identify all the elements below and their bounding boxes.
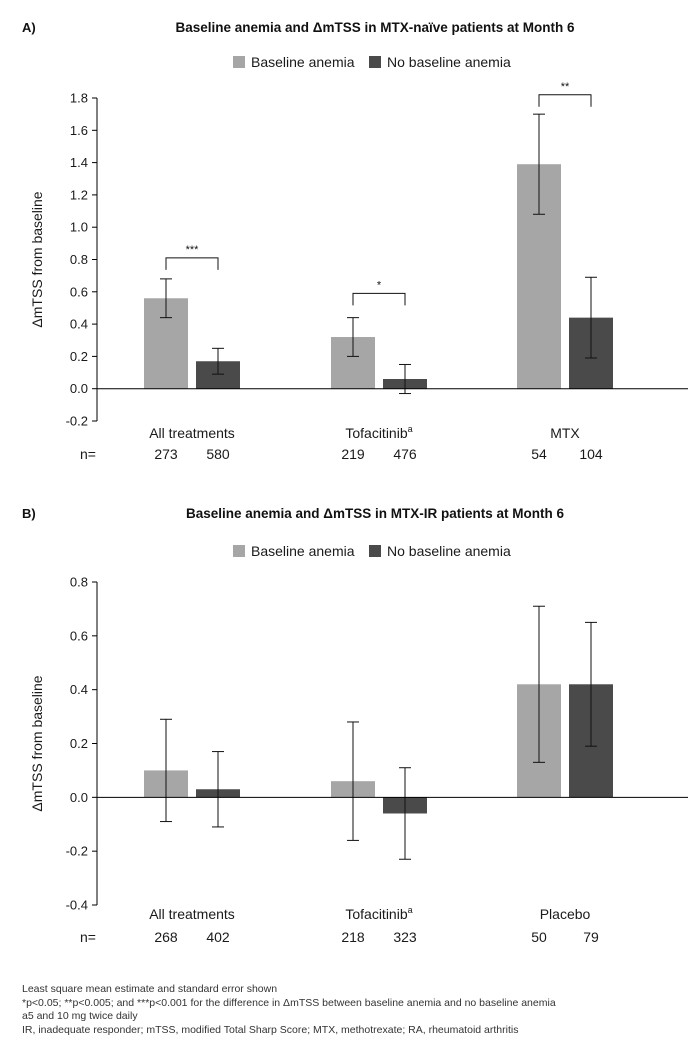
panel-a-y-axis-label: ΔmTSS from baseline <box>29 191 45 327</box>
footnote-abbreviations: IR, inadequate responder; mTSS, modified… <box>22 1023 519 1036</box>
panel-b-legend-label-1: No baseline anemia <box>387 543 511 559</box>
panel-b-legend-swatch-1 <box>369 545 381 557</box>
panel-a-significance-bracket <box>165 257 219 270</box>
panel-b-n-value: 218 <box>341 929 365 945</box>
panel-a-legend-swatch-0 <box>233 56 245 68</box>
panel-a-legend-swatch-1 <box>369 56 381 68</box>
footnote-estimate: Least square mean estimate and standard … <box>22 983 278 995</box>
panel-b-legend-label-0: Baseline anemia <box>251 543 355 559</box>
panel-a-legend-label-0: Baseline anemia <box>251 54 355 70</box>
panel-b-n-value: 268 <box>154 929 178 945</box>
panel-b-n-value: 402 <box>206 929 230 945</box>
footnote-significance: *p<0.05; **p<0.005; and ***p<0.001 for t… <box>22 996 556 1009</box>
panel-a-y-tick-label: 0.4 <box>70 317 88 332</box>
panel-b-y-tick-label: 0.8 <box>70 575 88 590</box>
panel-b-title: Baseline anemia and ΔmTSS in MTX-IR pati… <box>186 506 565 521</box>
panel-a-n-label: n= <box>80 446 96 462</box>
panel-b-y-tick-label: 0.0 <box>70 790 88 805</box>
footnotes: Least square mean estimate and standard … <box>22 983 692 1037</box>
panel-a-y-tick-label: 1.8 <box>70 91 88 106</box>
panel-b-y-tick-label: 0.2 <box>70 736 88 751</box>
panel-b-legend-swatch-0 <box>233 545 245 557</box>
figure: A) Baseline anemia and ΔmTSS in MTX-naïve… <box>22 20 688 945</box>
panel-a-n-value: 273 <box>154 446 178 462</box>
panel-b-category-label: Placebo <box>540 906 591 922</box>
panel-a-y-tick-label: 0.6 <box>70 284 88 299</box>
panel-a-y-tick-label: 1.0 <box>70 220 88 235</box>
panel-a-category-label: Tofacitiniba <box>345 424 412 441</box>
panel-a-legend-label-1: No baseline anemia <box>387 54 511 70</box>
panel-b-n-value: 50 <box>531 929 547 945</box>
panel-b-y-tick-label: 0.4 <box>70 682 88 697</box>
panel-a-title: Baseline anemia and ΔmTSS in MTX-naïve p… <box>175 20 575 35</box>
panel-a-y-tick-label: 1.4 <box>70 155 88 170</box>
panel-b-y-axis-label: ΔmTSS from baseline <box>29 675 45 811</box>
panel-a-n-value: 104 <box>579 446 603 462</box>
panel-a-y-tick-label: 1.2 <box>70 187 88 202</box>
panel-b-n-value: 79 <box>583 929 599 945</box>
panel-a-y-tick-label: -0.2 <box>66 414 88 429</box>
panel-a-n-value: 476 <box>393 446 417 462</box>
panel-a-y-tick-label: 0.8 <box>70 252 88 267</box>
panel-a-significance-bracket <box>352 292 406 306</box>
panel-a-n-value: 580 <box>206 446 230 462</box>
panel-b-category-label: Tofacitiniba <box>345 905 412 922</box>
panel-a-significance-label: *** <box>186 244 200 256</box>
footnote-dosing: a5 and 10 mg twice daily <box>22 1010 138 1022</box>
panel-a-y-tick-label: 1.6 <box>70 123 88 138</box>
panel-a-significance-bracket <box>538 94 592 107</box>
panel-a-y-tick-label: 0.0 <box>70 381 88 396</box>
panel-b-n-value: 323 <box>393 929 417 945</box>
panel-a-y-tick-label: 0.2 <box>70 349 88 364</box>
panel-b-category-label: All treatments <box>149 906 235 922</box>
panel-a-n-value: 54 <box>531 446 547 462</box>
panel-b-y-tick-label: -0.2 <box>66 844 88 859</box>
panel-a-category-label: All treatments <box>149 425 235 441</box>
panel-b-y-tick-label: 0.6 <box>70 628 88 643</box>
panel-a-category-label: MTX <box>550 425 580 441</box>
panel-a-significance-label: ** <box>561 81 570 93</box>
panel-b-n-label: n= <box>80 929 96 945</box>
panel-a-n-value: 219 <box>341 446 365 462</box>
panel-a-label: A) <box>22 20 36 35</box>
panel-b-label: B) <box>22 506 36 521</box>
panel-b-y-tick-label: -0.4 <box>66 898 88 913</box>
panel-a-significance-label: * <box>377 279 382 291</box>
